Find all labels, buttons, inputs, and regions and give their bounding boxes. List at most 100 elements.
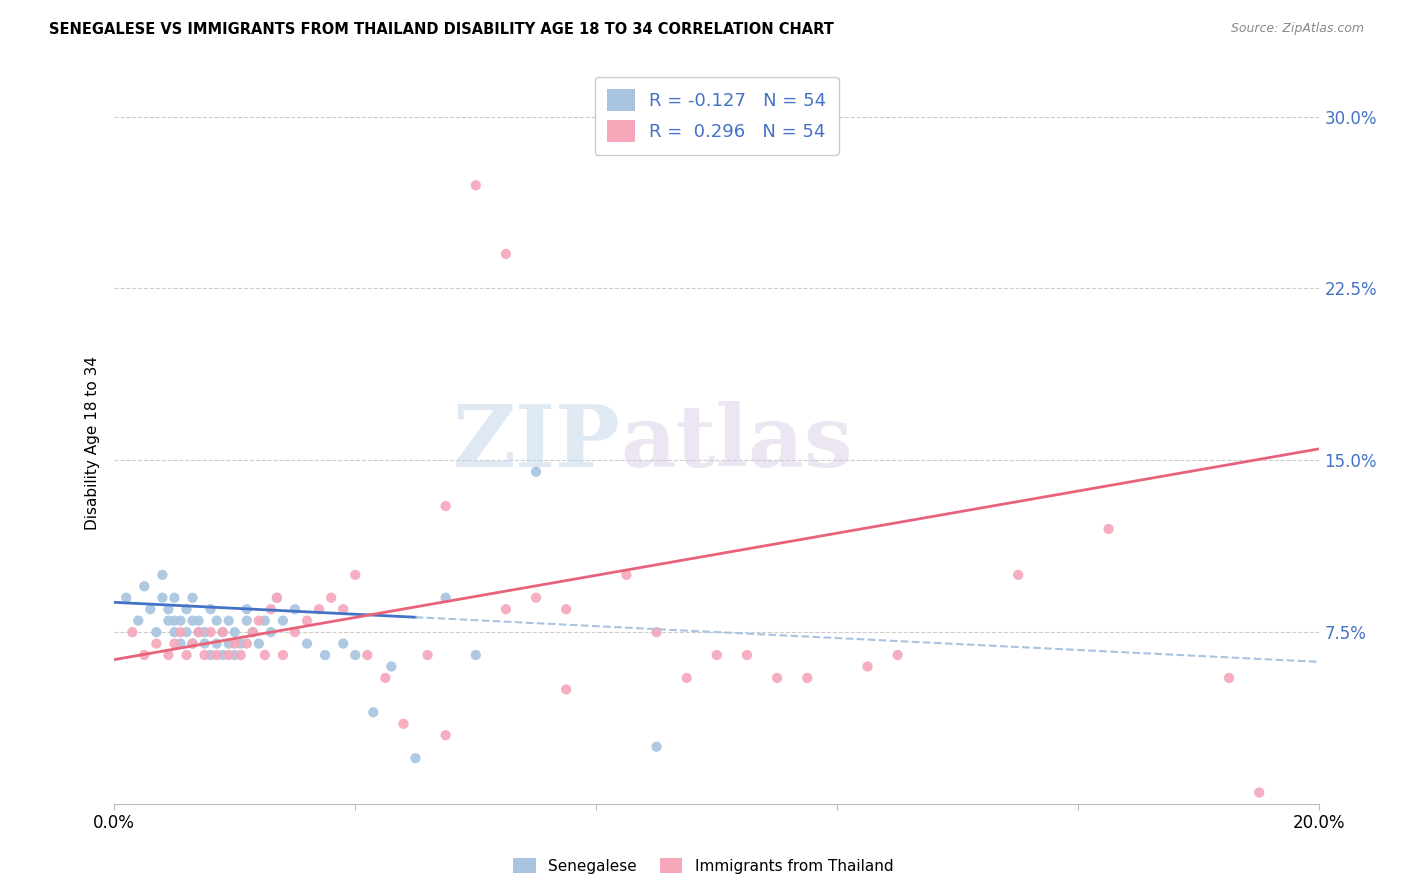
Point [169,614,191,628]
Point [253,614,276,628]
Point [645,739,668,754]
Point [218,614,240,628]
Point [706,648,728,662]
Point [266,591,288,605]
Point [1097,522,1119,536]
Point [205,636,228,650]
Point [314,648,336,662]
Point [344,567,367,582]
Point [134,579,156,593]
Point [886,648,908,662]
Point [218,636,240,650]
Point [187,625,209,640]
Point [434,728,457,742]
Point [224,648,246,662]
Point [260,625,283,640]
Point [284,602,307,616]
Point [247,614,270,628]
Point [856,659,879,673]
Point [247,636,270,650]
Point [356,648,378,662]
Text: Source: ZipAtlas.com: Source: ZipAtlas.com [1230,22,1364,36]
Point [211,625,233,640]
Point [205,614,228,628]
Point [464,648,486,662]
Text: atlas: atlas [620,401,853,485]
Point [224,625,246,640]
Point [163,614,186,628]
Point [434,591,457,605]
Point [145,636,167,650]
Point [218,648,240,662]
Point [157,602,180,616]
Point [194,636,217,650]
Y-axis label: Disability Age 18 to 34: Disability Age 18 to 34 [86,356,100,530]
Point [308,602,330,616]
Point [205,648,228,662]
Point [242,625,264,640]
Point [363,706,385,720]
Point [115,591,138,605]
Point [229,648,252,662]
Point [253,648,276,662]
Point [555,682,578,697]
Point [295,614,318,628]
Point [321,591,343,605]
Point [332,602,354,616]
Point [1007,567,1029,582]
Point [157,614,180,628]
Legend: Senegalese, Immigrants from Thailand: Senegalese, Immigrants from Thailand [506,852,900,880]
Point [200,648,222,662]
Point [796,671,818,685]
Point [224,636,246,650]
Point [121,625,143,640]
Point [524,591,547,605]
Point [271,614,294,628]
Point [464,178,486,193]
Point [766,671,789,685]
Point [392,716,415,731]
Point [555,602,578,616]
Point [200,602,222,616]
Point [169,636,191,650]
Point [134,648,156,662]
Point [271,648,294,662]
Point [236,614,259,628]
Point [194,648,217,662]
Point [284,625,307,640]
Text: ZIP: ZIP [453,401,620,485]
Point [236,602,259,616]
Point [176,648,198,662]
Point [405,751,427,765]
Point [152,591,174,605]
Text: SENEGALESE VS IMMIGRANTS FROM THAILAND DISABILITY AGE 18 TO 34 CORRELATION CHART: SENEGALESE VS IMMIGRANTS FROM THAILAND D… [49,22,834,37]
Point [416,648,439,662]
Point [145,625,167,640]
Point [181,636,204,650]
Point [295,636,318,650]
Point [181,636,204,650]
Point [236,636,259,650]
Point [1249,785,1271,799]
Point [181,614,204,628]
Point [344,648,367,662]
Point [139,602,162,616]
Point [163,636,186,650]
Point [211,625,233,640]
Point [524,465,547,479]
Point [169,625,191,640]
Point [242,625,264,640]
Point [616,567,638,582]
Point [434,499,457,513]
Point [200,625,222,640]
Point [495,247,517,261]
Point [266,591,288,605]
Point [495,602,517,616]
Point [187,625,209,640]
Point [152,567,174,582]
Point [163,591,186,605]
Point [163,625,186,640]
Point [176,625,198,640]
Point [194,625,217,640]
Point [1218,671,1240,685]
